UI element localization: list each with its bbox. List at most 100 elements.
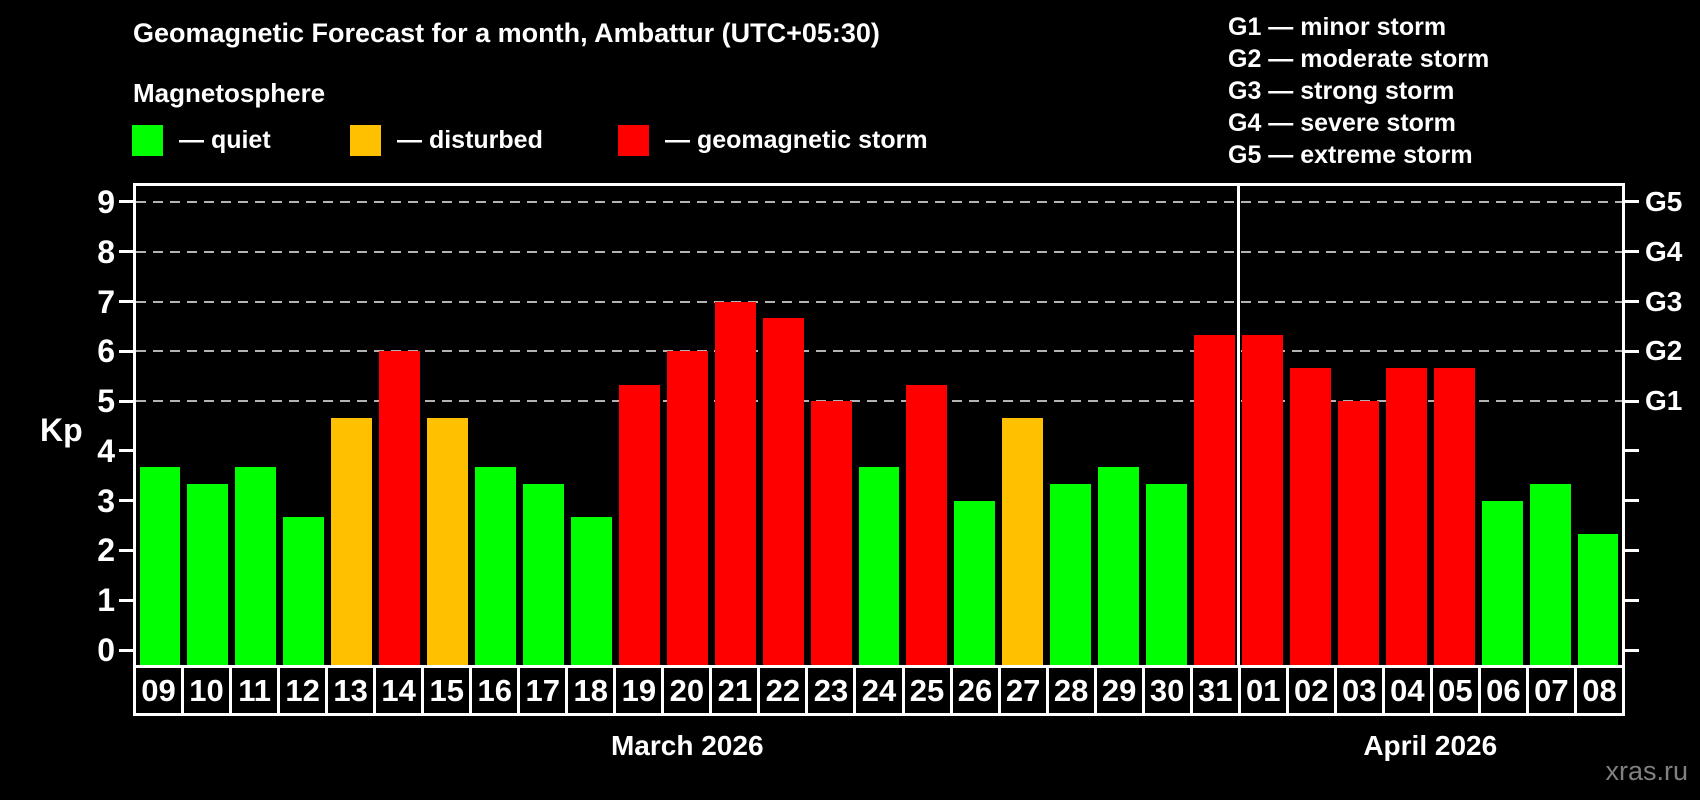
kp-bar-03 [1337,401,1379,665]
x-axis-day-label: 07 [1529,668,1577,713]
x-axis-day-label: 13 [328,668,377,713]
legend-label-storm: — geomagnetic storm [665,125,928,154]
x-axis-day-label: 02 [1289,668,1337,713]
kp-bar-22 [762,317,804,665]
plot-area [133,183,1625,668]
y-axis-label-2: 2 [97,532,115,569]
chart-title: Geomagnetic Forecast for a month, Ambatt… [133,18,880,48]
y-axis-tick-left-2 [119,548,133,552]
kp-bar-26 [954,500,996,665]
y-axis-tick-right-5 [1625,399,1639,403]
kp-bar-30 [1146,484,1188,665]
gridline-kp6 [136,350,1622,353]
month-label-march: March 2026 [610,730,764,761]
kp-bar-05 [1433,367,1475,665]
x-axis-day-label: 19 [616,668,665,713]
kp-bar-08 [1577,534,1619,665]
legend-item-quiet: — quiet [132,124,271,156]
y-axis-label-6: 6 [97,333,115,370]
kp-bar-07 [1529,484,1571,665]
y-axis-label-9: 9 [97,183,115,220]
g-legend-line-g1: G1 — minor storm [1228,13,1447,41]
month-label-april: April 2026 [1363,730,1498,761]
quiet-color-swatch [132,124,163,156]
x-axis-day-label: 08 [1577,668,1625,713]
y-axis-label-5: 5 [97,383,115,420]
right-axis-label-g1: G1 [1645,385,1683,417]
storm-color-swatch [618,124,649,156]
x-axis-day-label: 30 [1145,668,1193,713]
kp-bar-29 [1098,467,1140,665]
right-axis-label-g5: G5 [1645,185,1683,217]
y-axis-tick-left-1 [119,598,133,602]
g-legend-line-g2: G2 — moderate storm [1228,45,1490,73]
y-axis-label-1: 1 [97,582,115,619]
kp-bar-20 [666,351,708,665]
x-axis-day-label: 28 [1049,668,1097,713]
y-axis-tick-right-4 [1625,449,1639,453]
kp-bar-25 [906,384,948,665]
kp-bar-01 [1242,334,1283,665]
y-axis-tick-left-6 [119,349,133,353]
x-axis-day-label: 18 [568,668,617,713]
kp-bar-23 [810,401,852,665]
y-axis-tick-left-0 [119,648,133,652]
y-axis-tick-left-3 [119,499,133,503]
x-axis-day-label: 15 [424,668,473,713]
y-axis-tick-left-4 [119,449,133,453]
x-axis-day-label: 31 [1193,668,1241,713]
kp-bar-06 [1481,500,1523,665]
x-axis-day-label: 06 [1481,668,1529,713]
x-axis-day-label: 22 [760,668,809,713]
x-axis-day-label: 25 [905,668,953,713]
x-axis-day-labels-row: 09 10 11 12 13 14 15 16 17 18 19 20 21 22 23 24 25 26 27 28… [133,668,1625,716]
kp-bar-27 [1002,417,1044,665]
right-axis-label-g2: G2 [1645,335,1683,367]
y-axis-tick-left-9 [119,200,133,204]
kp-bar-19 [618,384,660,665]
y-axis-tick-right-3 [1625,499,1639,503]
gridline-kp7 [136,300,1622,303]
right-axis-label-g3: G3 [1645,285,1683,317]
month-divider-line [1237,186,1241,665]
g-legend-line-g4: G4 — severe storm [1228,109,1456,137]
x-axis-day-label: 12 [280,668,329,713]
kp-bar-18 [570,517,612,665]
y-axis-tick-right-2 [1625,548,1639,552]
kp-bar-02 [1289,367,1331,665]
gridline-kp9 [136,200,1622,203]
x-axis-day-label: 21 [712,668,761,713]
chart-subtitle: Magnetosphere [133,78,326,108]
x-axis-day-label: 26 [953,668,1001,713]
kp-bar-10 [187,484,229,665]
x-axis-day-label: 01 [1241,668,1289,713]
y-axis-tick-right-0 [1625,648,1639,652]
kp-bar-17 [522,484,564,665]
x-axis-day-label: 20 [664,668,713,713]
gridline-kp8 [136,250,1622,253]
x-axis-day-label: 09 [136,668,185,713]
legend-item-storm: — geomagnetic storm [618,124,928,156]
x-axis-day-label: 27 [1001,668,1049,713]
legend-label-disturbed: — disturbed [397,125,543,154]
x-axis-day-label: 05 [1433,668,1481,713]
watermark-xras: xras.ru [1605,756,1688,786]
legend-label-quiet: — quiet [179,125,271,154]
y-axis-tick-right-1 [1625,598,1639,602]
y-axis-tick-right-7 [1625,300,1639,304]
y-axis-tick-right-8 [1625,250,1639,254]
gridline-kp5 [136,400,1622,403]
x-axis-day-label: 17 [520,668,569,713]
x-axis-day-label: 04 [1385,668,1433,713]
y-axis-tick-left-5 [119,399,133,403]
kp-bar-14 [379,351,421,665]
y-axis-label-3: 3 [97,482,115,519]
y-axis-label-8: 8 [97,233,115,270]
x-axis-day-label: 23 [808,668,857,713]
y-axis-tick-left-8 [119,250,133,254]
kp-bar-21 [714,301,756,665]
right-axis-label-g4: G4 [1645,235,1683,267]
y-axis-title: Kp [40,412,83,448]
kp-bar-28 [1050,484,1092,665]
